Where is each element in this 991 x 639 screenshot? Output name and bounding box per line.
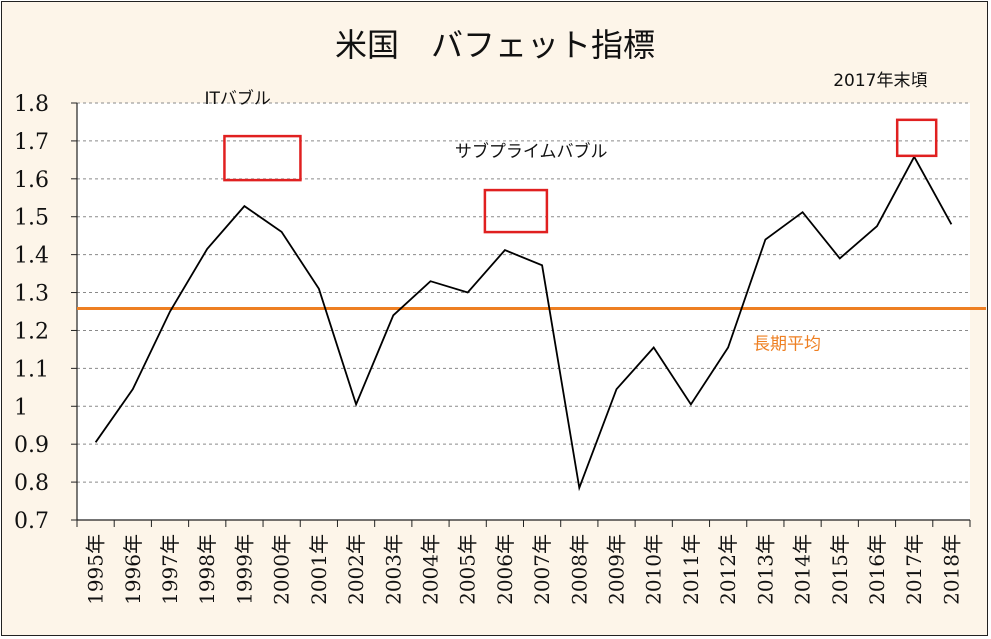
x-tick-label: 2005年 [456, 534, 480, 605]
x-tick-label: 2008年 [567, 534, 591, 605]
highlight-box [483, 188, 549, 234]
x-tick-label: 2003年 [381, 534, 405, 605]
x-tick-label: 2006年 [493, 534, 517, 605]
chart-title: 米国 バフェット指標 [335, 26, 655, 64]
y-tick-label: 1.8 [14, 92, 49, 117]
highlight-box [895, 118, 938, 158]
y-tick-label: 1 [14, 395, 28, 420]
x-tick-label: 2016年 [865, 534, 889, 605]
x-tick-label: 2009年 [605, 534, 629, 605]
x-axis: 1995年 1996年 1997年 1998年 1999年 2000年 2001年 2002年… [76, 519, 971, 605]
x-tick-label: 1997年 [158, 534, 182, 605]
y-tick-label: 0.8 [14, 471, 49, 496]
highlight-box [223, 134, 302, 182]
y-tick-label: 1.1 [14, 357, 49, 382]
y-tick-label: 1.4 [14, 244, 49, 269]
y-tick-label: 1.3 [14, 282, 49, 307]
x-tick-label: 2004年 [418, 534, 442, 605]
long-term-average: 長期平均 [77, 306, 986, 354]
x-tick-label: 2000年 [270, 534, 294, 605]
x-tick-label: 2015年 [828, 534, 852, 605]
y-tick-label: 1.5 [14, 206, 49, 231]
x-tick-label: 2010年 [642, 534, 666, 605]
x-tick-label: 2001年 [307, 534, 331, 605]
x-tick-label: 1999年 [232, 534, 256, 605]
plot-area [77, 103, 970, 520]
x-tick-label: 2017年 [902, 534, 926, 605]
annotation-label: ITバブル [204, 88, 270, 109]
x-tick-label: 2011年 [679, 534, 703, 605]
x-tick-label: 1995年 [84, 534, 108, 605]
x-tick-label: 2018年 [939, 534, 963, 605]
x-tick-label: 2007年 [530, 534, 554, 605]
series-line [94, 154, 953, 492]
annotation-label: サブプライムバブル [455, 141, 608, 162]
y-tick-label: 1.7 [14, 130, 49, 155]
y-axis: 0.7 0.8 0.9 1 1.1 1.2 1.3 1.4 1.5 1.6 1.7 1.8 [14, 92, 78, 534]
y-tick-label: 0.9 [14, 433, 49, 458]
x-tick-label: 1998年 [195, 534, 219, 605]
x-tick-label: 1996年 [121, 534, 145, 605]
gridlines [77, 102, 970, 483]
x-tick-label: 2012年 [716, 534, 740, 605]
average-label: 長期平均 [753, 334, 821, 354]
series-lines [94, 154, 953, 492]
x-tick-label: 2002年 [344, 534, 368, 605]
x-tick-label: 2014年 [791, 534, 815, 605]
y-tick-label: 1.6 [14, 168, 49, 193]
y-tick-label: 1.2 [14, 319, 49, 344]
annotation-label: 2017年末頃 [833, 71, 927, 91]
x-tick-label: 2013年 [753, 534, 777, 605]
y-tick-label: 0.7 [14, 509, 49, 534]
